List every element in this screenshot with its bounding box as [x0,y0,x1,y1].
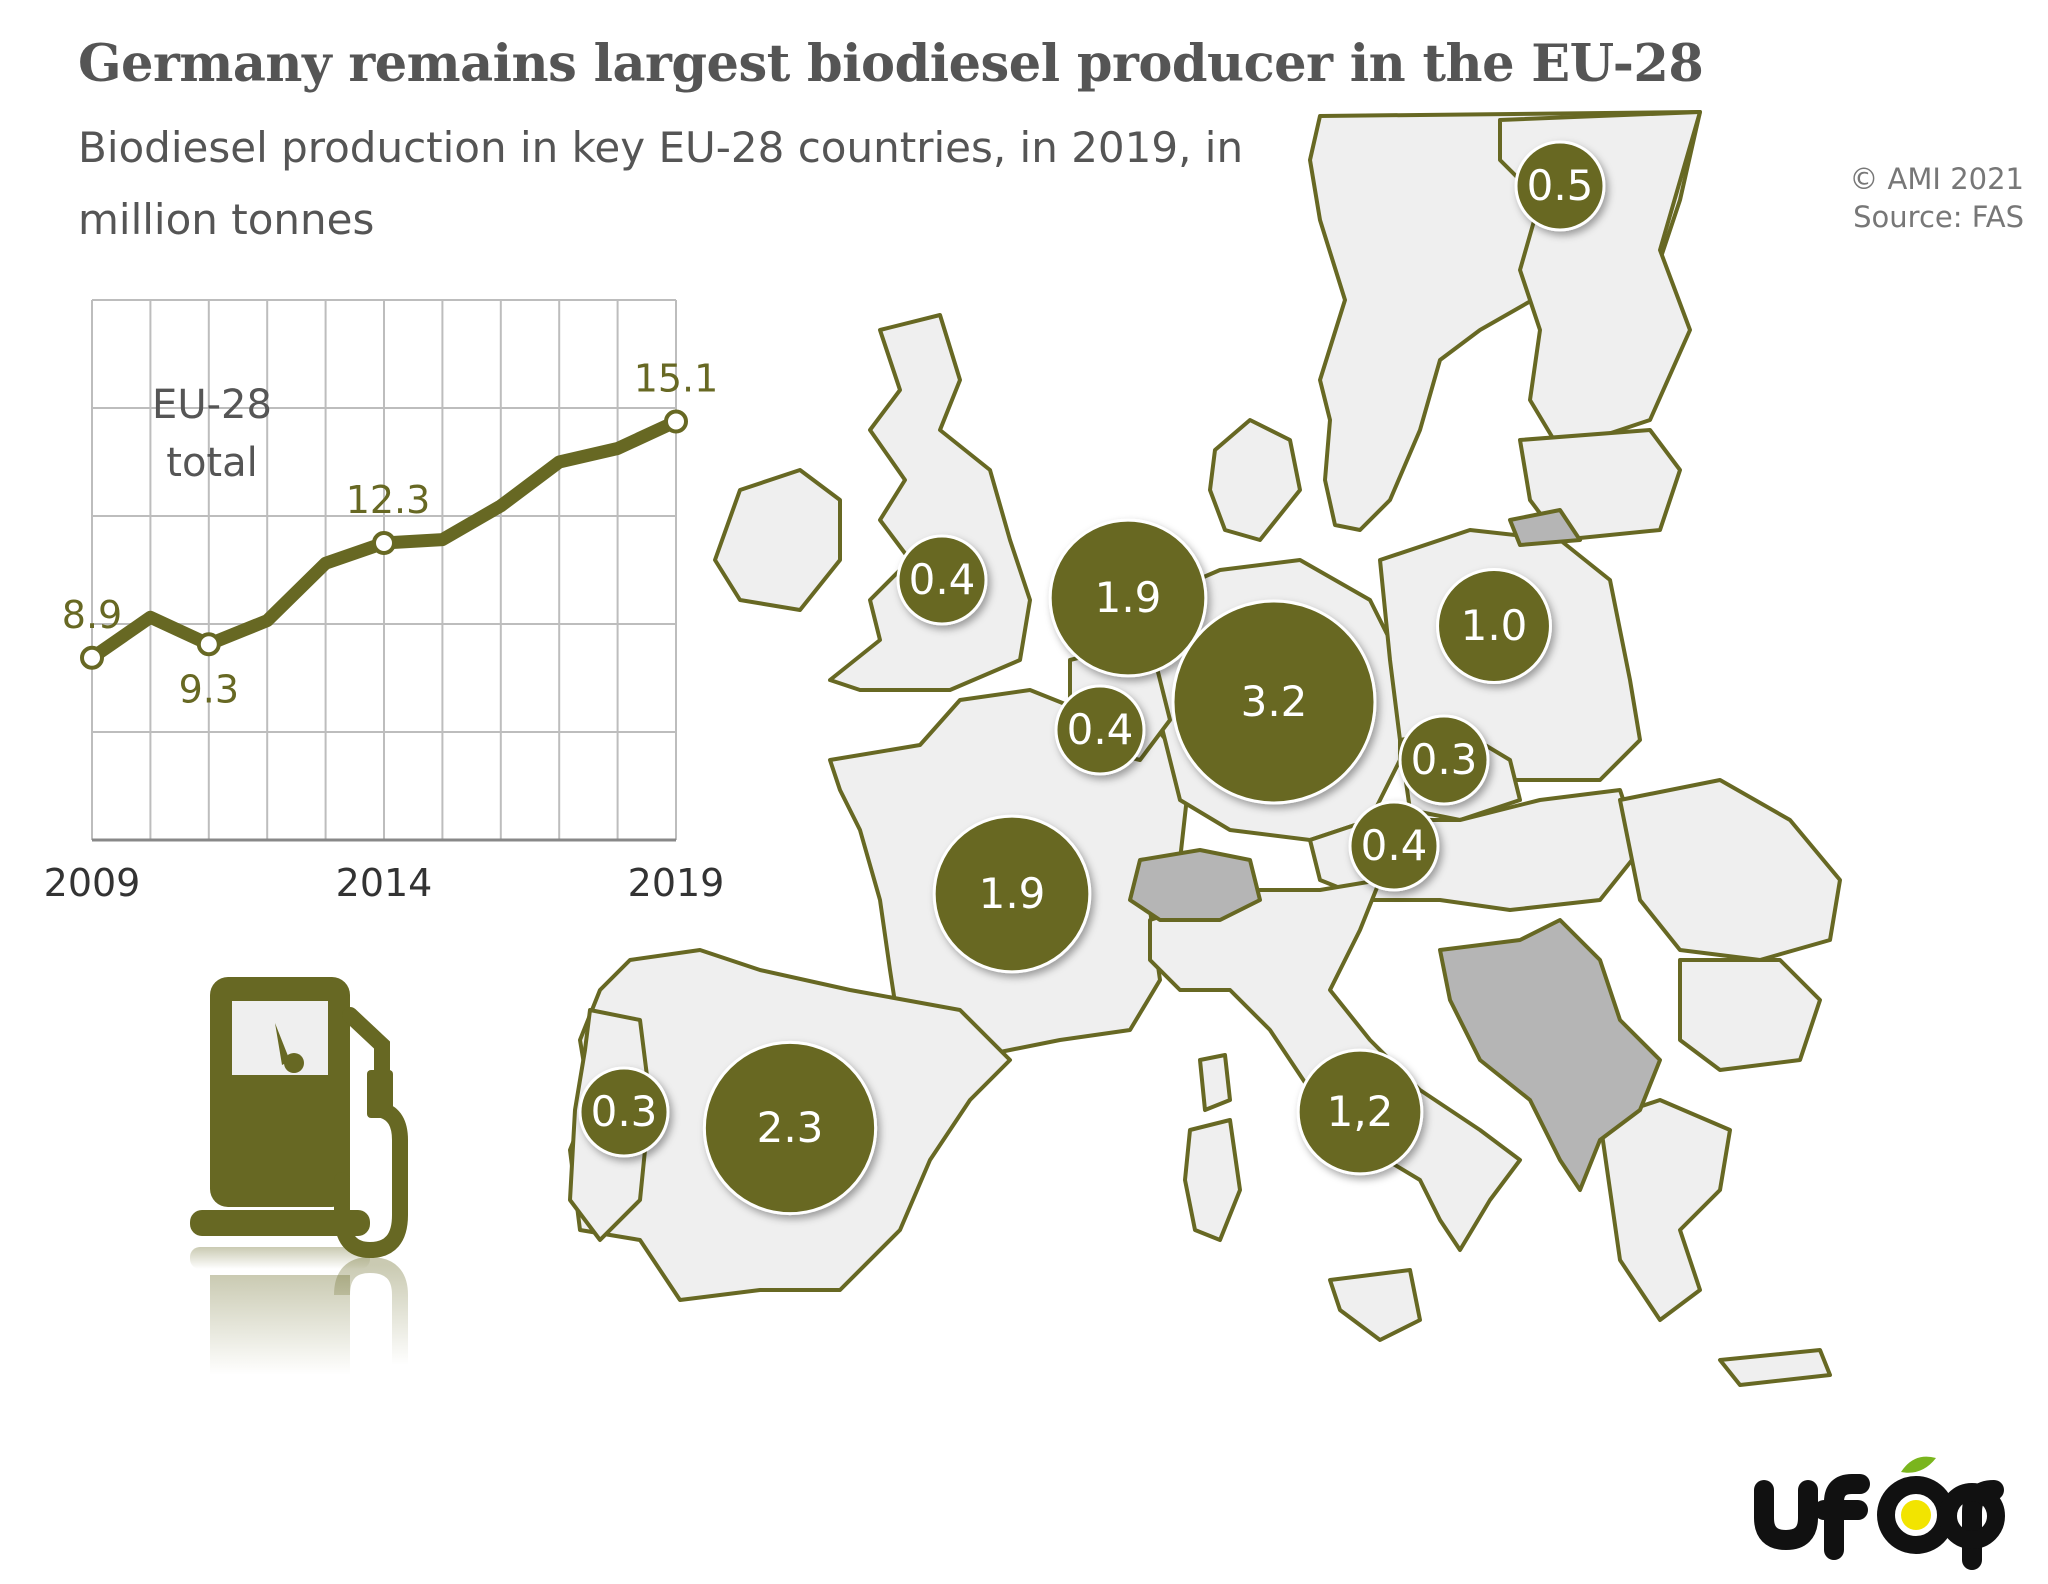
country-bubble [1296,1048,1424,1176]
data-point [372,531,396,555]
x-tick-label: 2014 [336,861,433,905]
ufop-logo [1754,1456,2005,1570]
bubble-value-label: 0.4 [1361,821,1428,870]
bubble-value-label: 1,2 [1327,1087,1394,1136]
map-country-western-balkans [1438,918,1662,1192]
x-tick-label: 2009 [44,861,141,905]
bubble-value-label: 1.0 [1461,601,1528,650]
copyright-text: © AMI 2021 [1849,162,2024,196]
bubble-value-label: 2.3 [757,1103,824,1152]
map-country-corsica [1198,1053,1232,1112]
bubble-value-label: 1.9 [979,869,1046,918]
fuel-pump-icon [190,977,408,1375]
data-point [664,409,688,434]
bubble-value-label: 3.2 [1241,677,1308,726]
country-bubble [1436,568,1552,684]
country-bubble [702,1040,878,1216]
map-country-bulgaria [1678,958,1822,1072]
country-bubble [1398,714,1490,806]
chart-title: Germany remains largest biodiesel produc… [78,34,1704,94]
data-point [196,632,221,657]
bubble-value-label: 1.9 [1095,573,1162,622]
bubble-value-label: 0.4 [1067,705,1134,754]
x-tick-label: 2019 [628,861,725,905]
country-bubble [932,814,1092,974]
map-country-greece [1598,1098,1732,1322]
map-country-ireland [713,468,842,612]
chart-subtitle: Biodiesel production in key EU-28 countr… [78,123,1244,244]
country-bubble [1514,140,1606,232]
country-bubble [1348,800,1440,892]
map-country-romania [1618,778,1842,962]
bubble-value-label: 0.3 [1411,735,1478,784]
chart-grid [91,299,677,842]
bubble-value-label: 0.4 [909,555,976,604]
series-label-line2: total [166,440,257,486]
country-bubble [1054,684,1146,776]
map-country-switzerland [1128,848,1262,922]
data-label: 12.3 [346,478,431,522]
country-bubble [578,1066,670,1158]
map-country-kaliningrad [1508,508,1582,547]
bubble-value-label: 0.5 [1527,161,1594,210]
data-label: 15.1 [634,357,719,401]
source-text: Source: FAS [1853,200,2024,234]
bubble-value-label: 0.3 [591,1087,658,1136]
series-label-line1: EU-28 [152,382,272,428]
map-country-sicily [1328,1268,1422,1342]
data-label: 8.9 [62,593,122,637]
data-point [80,645,104,670]
map-country-crete [1718,1348,1832,1387]
map-country-denmark [1208,418,1302,542]
country-bubble [1171,599,1377,805]
map-country-sardinia [1183,1118,1242,1242]
country-bubble [1048,518,1208,678]
data-label: 9.3 [179,667,239,711]
country-bubble [896,534,988,626]
